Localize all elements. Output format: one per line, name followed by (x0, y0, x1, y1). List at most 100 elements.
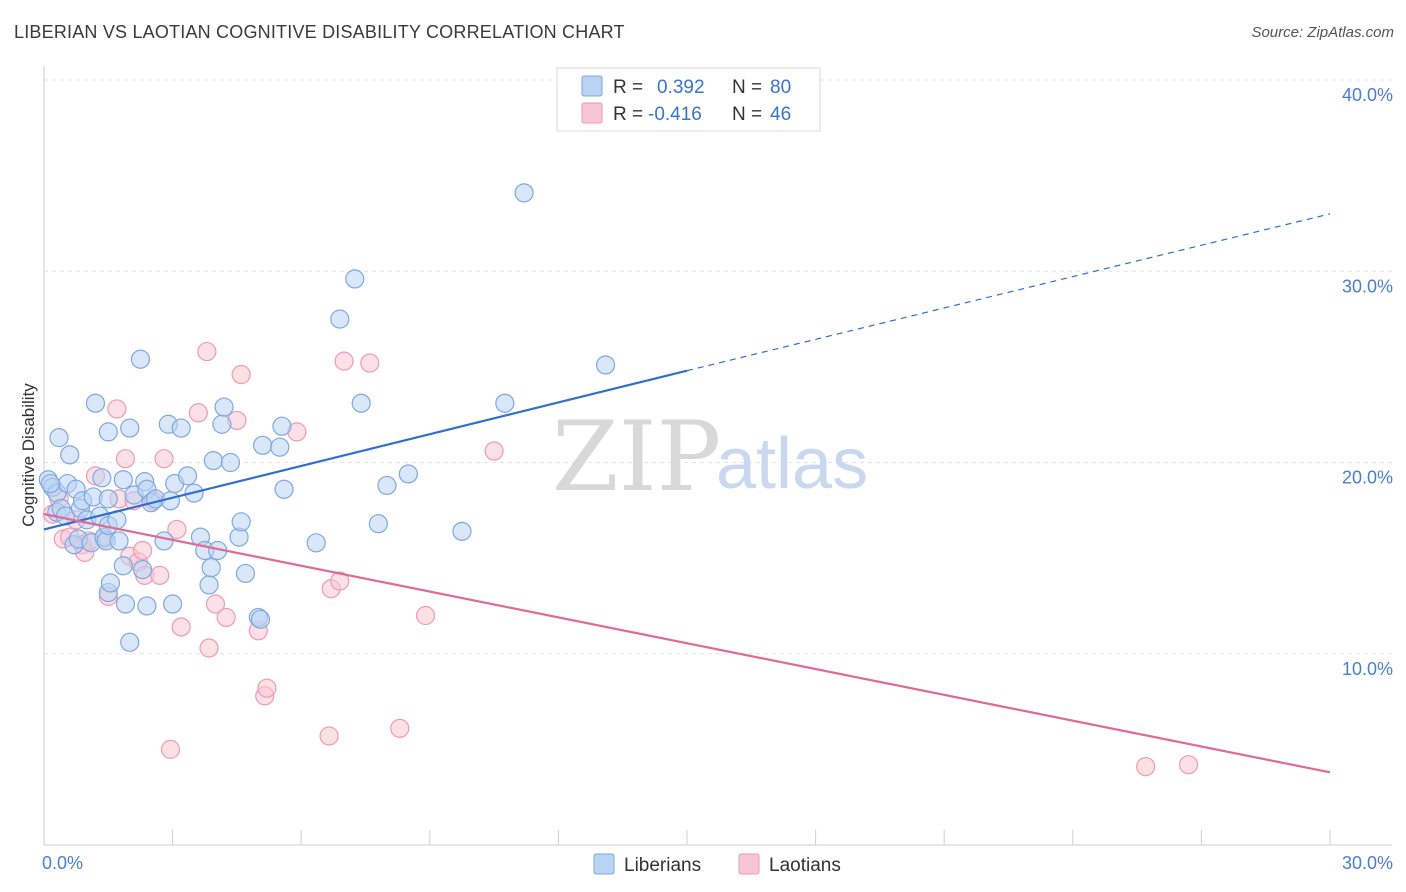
liberian-point (272, 416, 292, 436)
laotian-point (415, 605, 436, 626)
liberian-point (452, 521, 472, 541)
bottom-legend-liberians: Liberians (624, 855, 701, 876)
liberian-point (130, 349, 151, 369)
laotian-point (115, 449, 136, 469)
trend-lines (43, 213, 1331, 774)
grid-lines (44, 79, 1392, 655)
laotian-point (132, 540, 153, 561)
liberian-point (274, 479, 294, 499)
liberian-trend-projection (686, 213, 1331, 372)
laotian-point (171, 617, 191, 637)
legend-r-value-1: 0.392 (657, 77, 705, 98)
laotian-point (1136, 756, 1156, 777)
y-axis-label: Cognitive Disability (19, 383, 38, 527)
laotian-point (205, 594, 226, 614)
liberian-point (113, 556, 133, 576)
y-tick-labels: 10.0% 20.0% 30.0% 40.0% (1342, 85, 1393, 679)
liberian-point (199, 575, 219, 595)
laotian-point (330, 571, 350, 591)
series-legend: Liberians Laotians (593, 853, 841, 876)
liberian-point (306, 533, 326, 553)
liberian-point (201, 558, 221, 578)
liberian-point (368, 514, 388, 534)
axes (43, 66, 1392, 846)
liberian-point (60, 445, 80, 465)
legend-n-label-2: N = (732, 104, 762, 125)
y-tick-label: 20.0% (1342, 468, 1393, 488)
laotian-point (167, 519, 187, 540)
laotian-point (1178, 755, 1199, 775)
bottom-swatch-laotians (738, 853, 760, 875)
laotian-point (390, 718, 410, 738)
laotian-point (484, 441, 504, 461)
liberian-trend-line (43, 369, 688, 531)
legend-n-label-1: N = (732, 77, 762, 98)
bottom-legend-laotians: Laotians (769, 855, 841, 876)
y-tick-label: 30.0% (1342, 276, 1393, 296)
liberian-point (163, 594, 183, 614)
data-points (38, 183, 1199, 777)
x-tick-label-max: 30.0% (1342, 853, 1393, 873)
liberian-point (351, 393, 371, 413)
laotian-point (150, 565, 170, 585)
liberian-point (345, 269, 365, 289)
liberian-point (398, 464, 418, 484)
liberian-point (253, 435, 273, 455)
liberian-point (212, 414, 232, 434)
liberian-point (132, 559, 153, 580)
laotian-point (334, 351, 354, 371)
laotian-point (154, 449, 174, 469)
liberian-point (270, 437, 290, 457)
liberian-point (85, 393, 106, 413)
chart-title: LIBERIAN VS LAOTIAN COGNITIVE DISABILITY… (14, 22, 625, 42)
liberian-point (214, 397, 234, 417)
laotian-trend-line (43, 513, 1331, 774)
laotian-point (257, 678, 277, 698)
liberian-point (235, 563, 256, 584)
liberian-point (92, 468, 112, 488)
liberian-point (495, 393, 515, 413)
laotian-point (199, 638, 219, 658)
laotian-point (160, 739, 181, 759)
liberian-point (98, 422, 118, 442)
laotian-point (319, 726, 339, 746)
liberian-point (330, 309, 350, 329)
liberian-point (100, 573, 121, 593)
laotian-point (107, 399, 127, 419)
x-tick-labels: 0.0% 30.0% (42, 853, 1393, 873)
legend-swatch-liberians (581, 75, 603, 97)
legend-n-value-1: 80 (770, 77, 791, 98)
liberian-point (178, 466, 198, 486)
legend-r-label-1: R = (613, 77, 643, 98)
liberian-point (514, 183, 534, 203)
legend-r-value-2: -0.416 (648, 104, 702, 125)
x-tick-label-min: 0.0% (42, 853, 83, 873)
laotian-point (197, 341, 217, 362)
legend-swatch-laotians (581, 102, 603, 124)
liberian-point (231, 512, 251, 532)
liberian-point (137, 596, 157, 616)
laotian-point (188, 403, 208, 423)
watermark: ZIP atlas (552, 401, 868, 513)
liberian-point (250, 609, 271, 629)
liberian-point (113, 470, 133, 490)
liberian-point (171, 418, 191, 438)
watermark-zip: ZIP (552, 401, 721, 513)
liberian-point (203, 450, 223, 471)
y-tick-label: 10.0% (1342, 659, 1393, 679)
watermark-atlas: atlas (716, 424, 868, 504)
liberian-point (120, 418, 140, 438)
liberian-point (220, 452, 241, 473)
laotian-point (360, 353, 380, 373)
liberian-point (109, 531, 129, 551)
liberian-point (98, 489, 118, 509)
source-label: Source: ZipAtlas.com (1251, 24, 1394, 41)
liberian-point (120, 632, 140, 652)
legend-n-value-2: 46 (770, 104, 791, 125)
laotian-point (216, 607, 236, 628)
liberian-point (115, 594, 136, 614)
y-tick-label: 40.0% (1342, 85, 1393, 105)
liberian-point (40, 473, 61, 494)
legend-r-label-2: R = (613, 104, 643, 125)
